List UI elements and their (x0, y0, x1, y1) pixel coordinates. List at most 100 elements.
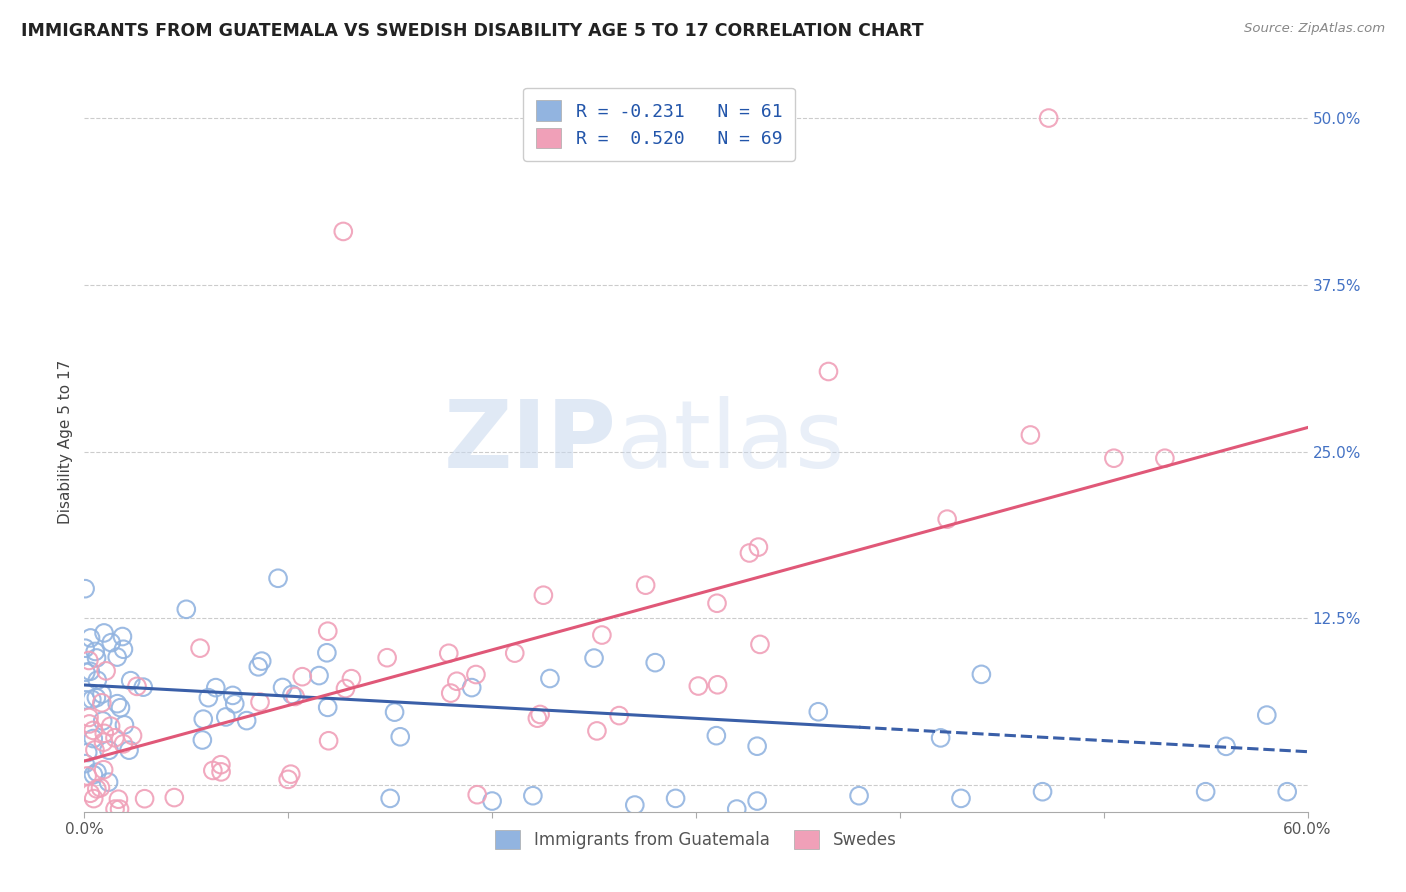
Point (134, 791, 156, 805)
Point (98, 743, 121, 757)
Point (79, 717, 101, 731)
Point (84, 743, 107, 757)
Point (77, 710, 100, 724)
Point (1154, 451, 1177, 466)
Point (93, 626, 115, 640)
Point (82, 767, 104, 781)
Point (634, 578, 657, 592)
Point (1256, 708, 1278, 723)
Text: ZIP: ZIP (443, 395, 616, 488)
Point (1215, 739, 1237, 754)
Point (437, 646, 460, 660)
Legend: Immigrants from Guatemala, Swedes: Immigrants from Guatemala, Swedes (485, 820, 907, 859)
Point (125, 679, 148, 693)
Point (76, 769, 98, 783)
Point (249, 695, 271, 709)
Point (749, 637, 772, 651)
Point (665, 791, 688, 805)
Point (104, 802, 127, 816)
Point (936, 512, 959, 526)
Point (86, 765, 108, 780)
Point (271, 681, 294, 695)
Point (100, 635, 122, 649)
Point (247, 660, 270, 674)
Point (465, 667, 488, 681)
Point (332, 224, 354, 238)
Point (235, 714, 257, 728)
Point (725, 802, 748, 816)
Point (107, 792, 129, 806)
Point (340, 672, 363, 686)
Point (108, 802, 131, 816)
Point (970, 667, 993, 681)
Point (250, 654, 273, 668)
Point (318, 733, 340, 747)
Point (706, 729, 728, 743)
Point (76, 746, 98, 760)
Point (86, 690, 108, 705)
Point (209, 764, 232, 779)
Point (193, 712, 215, 726)
Point (89, 780, 111, 795)
Point (97, 775, 120, 789)
Point (100, 719, 122, 733)
Point (191, 733, 214, 747)
Point (79, 786, 101, 800)
Point (79, 631, 101, 645)
Point (86, 781, 108, 796)
Point (82, 731, 104, 746)
Point (94, 664, 117, 678)
Point (224, 697, 246, 711)
Point (86, 673, 108, 688)
Point (267, 571, 290, 585)
Point (215, 710, 238, 724)
Point (529, 707, 551, 722)
Point (688, 679, 710, 693)
Point (201, 764, 224, 778)
Text: atlas: atlas (616, 395, 845, 488)
Point (316, 700, 339, 714)
Point (284, 690, 307, 704)
Point (204, 681, 226, 695)
Point (1102, 451, 1125, 466)
Point (586, 723, 609, 738)
Point (75, 641, 97, 656)
Point (380, 791, 402, 805)
Point (91, 714, 114, 728)
Point (1032, 785, 1054, 799)
Point (738, 546, 761, 560)
Point (308, 668, 330, 682)
Text: IMMIGRANTS FROM GUATEMALA VS SWEDISH DISABILITY AGE 5 TO 17 CORRELATION CHART: IMMIGRANTS FROM GUATEMALA VS SWEDISH DIS… (21, 22, 924, 40)
Point (75, 665, 97, 680)
Point (209, 757, 232, 772)
Point (90, 696, 112, 710)
Point (73, 756, 96, 771)
Point (481, 794, 503, 808)
Point (118, 743, 141, 757)
Point (111, 630, 134, 644)
Point (291, 670, 314, 684)
Point (163, 790, 186, 805)
Point (503, 646, 526, 660)
Point (848, 789, 870, 803)
Point (110, 700, 132, 714)
Point (929, 731, 952, 745)
Point (607, 708, 630, 723)
Point (75, 582, 97, 596)
Point (461, 681, 484, 695)
Point (747, 794, 769, 808)
Point (315, 646, 337, 660)
Point (531, 588, 554, 602)
Point (1277, 785, 1299, 799)
Point (120, 673, 142, 688)
Point (114, 718, 136, 732)
Point (1019, 428, 1042, 442)
Point (522, 789, 544, 803)
Point (1195, 785, 1218, 799)
Point (188, 641, 211, 656)
Point (591, 628, 613, 642)
Point (84, 644, 107, 658)
Point (132, 680, 155, 694)
Point (112, 737, 135, 751)
Y-axis label: Disability Age 5 to 17: Disability Age 5 to 17 (58, 359, 73, 524)
